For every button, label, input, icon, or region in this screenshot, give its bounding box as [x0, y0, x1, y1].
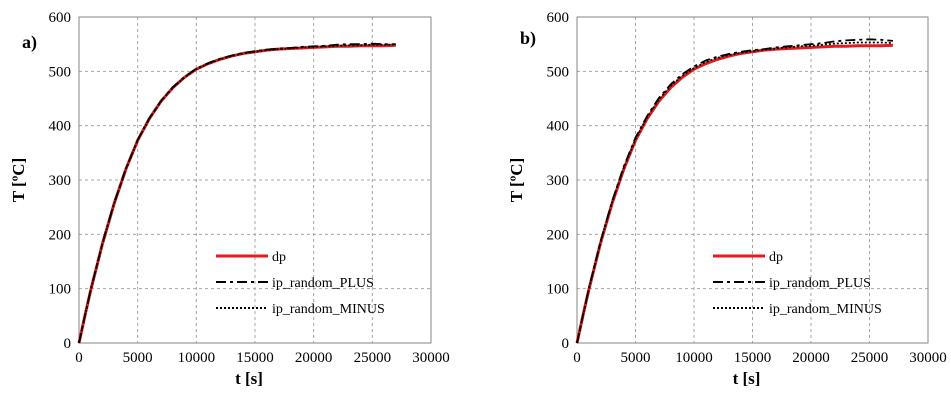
series-line-ip-random-plus [576, 38, 893, 344]
x-tick-label: 30000 [909, 350, 947, 366]
legend-entry: ip_random_PLUS [769, 276, 871, 291]
plot-frame [78, 16, 432, 344]
y-tick-label: 300 [49, 173, 72, 189]
y-tick-label: 400 [49, 119, 72, 135]
series-line-ip-random-plus [78, 42, 396, 344]
legend-entry: ip_random_MINUS [272, 302, 385, 317]
y-tick-label: 100 [49, 282, 72, 298]
x-tick-label: 25000 [851, 350, 889, 366]
x-axis-label: t [s] [733, 369, 761, 388]
y-tick-label: 0 [64, 336, 72, 352]
legend-entry: dp [769, 250, 783, 265]
panel-label: a) [22, 32, 37, 53]
series-line-dp [77, 43, 396, 344]
y-tick-label: 100 [547, 282, 570, 298]
y-tick-label: 500 [547, 64, 570, 80]
y-tick-label: 200 [49, 227, 72, 243]
x-tick-label: 20000 [792, 350, 830, 366]
y-tick-label: 600 [547, 10, 570, 26]
series-line-ip-random-minus [78, 43, 396, 344]
x-tick-label: 25000 [354, 350, 392, 366]
legend-entry: ip_random_PLUS [272, 276, 374, 291]
x-tick-label: 5000 [621, 350, 651, 366]
panel-label: b) [520, 28, 536, 49]
x-axis-label: t [s] [235, 369, 263, 388]
y-tick-label: 0 [562, 336, 570, 352]
y-tick-label: 400 [547, 119, 570, 135]
plot-frame [576, 16, 929, 344]
series-line-dp [575, 43, 893, 344]
x-tick-label: 10000 [675, 350, 713, 366]
x-tick-label: 15000 [236, 350, 274, 366]
y-tick-label: 500 [49, 64, 72, 80]
x-tick-label: 30000 [412, 350, 450, 366]
x-tick-label: 10000 [178, 350, 216, 366]
y-axis-label: T [ºC] [9, 158, 28, 203]
x-tick-label: 20000 [295, 350, 333, 366]
y-axis-label: T [ºC] [507, 158, 526, 203]
x-tick-label: 0 [573, 350, 581, 366]
y-tick-label: 600 [49, 10, 72, 26]
y-tick-label: 300 [547, 173, 570, 189]
legend-entry: ip_random_MINUS [769, 302, 882, 317]
x-tick-label: 15000 [734, 350, 772, 366]
series-line-ip-random-minus [576, 41, 893, 344]
x-tick-label: 0 [75, 350, 83, 366]
x-tick-label: 5000 [123, 350, 153, 366]
y-tick-label: 200 [547, 227, 570, 243]
legend-entry: dp [272, 250, 286, 265]
